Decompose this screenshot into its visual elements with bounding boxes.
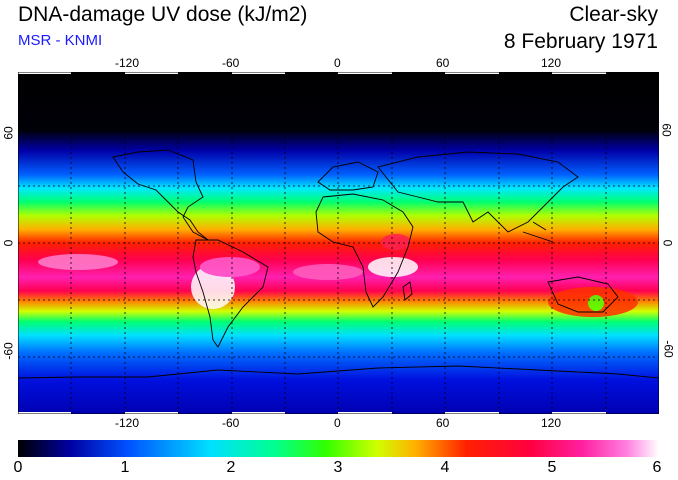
colorbar-tick-6: 6 <box>652 459 662 476</box>
colorbar-tick-2: 2 <box>226 459 236 476</box>
lon-tick-bottom-60: 60 <box>436 416 450 430</box>
lon-tick-bottom-0: 0 <box>334 416 341 430</box>
colorbar-tick-1: 1 <box>120 459 130 476</box>
colorbar-tick-5: 5 <box>547 459 557 476</box>
colorbar-tick-4: 4 <box>440 459 450 476</box>
lon-tick-top-0: 0 <box>334 56 341 70</box>
sky-condition-label: Clear-sky <box>569 3 658 26</box>
uv-colorbar <box>18 440 659 457</box>
lat-tick-left-60: 60 <box>1 126 16 140</box>
lon-tick-bottom--120: -120 <box>115 416 140 430</box>
lat-tick-right--60: -60 <box>661 340 676 358</box>
date-label: 8 February 1971 <box>503 30 658 53</box>
lon-tick-top-120: 120 <box>541 56 562 70</box>
lat-tick-left-0: 0 <box>1 239 16 247</box>
coastlines <box>18 149 659 379</box>
lon-tick-top--60: -60 <box>222 56 240 70</box>
map-title: DNA-damage UV dose (kJ/m2) <box>18 3 308 26</box>
lat-tick-right-60: 60 <box>659 123 674 137</box>
uv-dose-map <box>18 72 659 414</box>
uv-highlights <box>38 234 638 317</box>
lon-tick-bottom-120: 120 <box>541 416 562 430</box>
lon-tick-top-60: 60 <box>436 56 450 70</box>
lon-tick-bottom--60: -60 <box>222 416 240 430</box>
colorbar-tick-3: 3 <box>333 459 343 476</box>
lat-tick-right-0: 0 <box>660 239 675 247</box>
lon-tick-top--120: -120 <box>115 56 140 70</box>
edge-tick-bars <box>18 72 606 414</box>
data-source-label: MSR - KNMI <box>18 32 103 49</box>
colorbar-tick-0: 0 <box>13 459 23 476</box>
lat-tick-left--60: -60 <box>1 342 16 360</box>
